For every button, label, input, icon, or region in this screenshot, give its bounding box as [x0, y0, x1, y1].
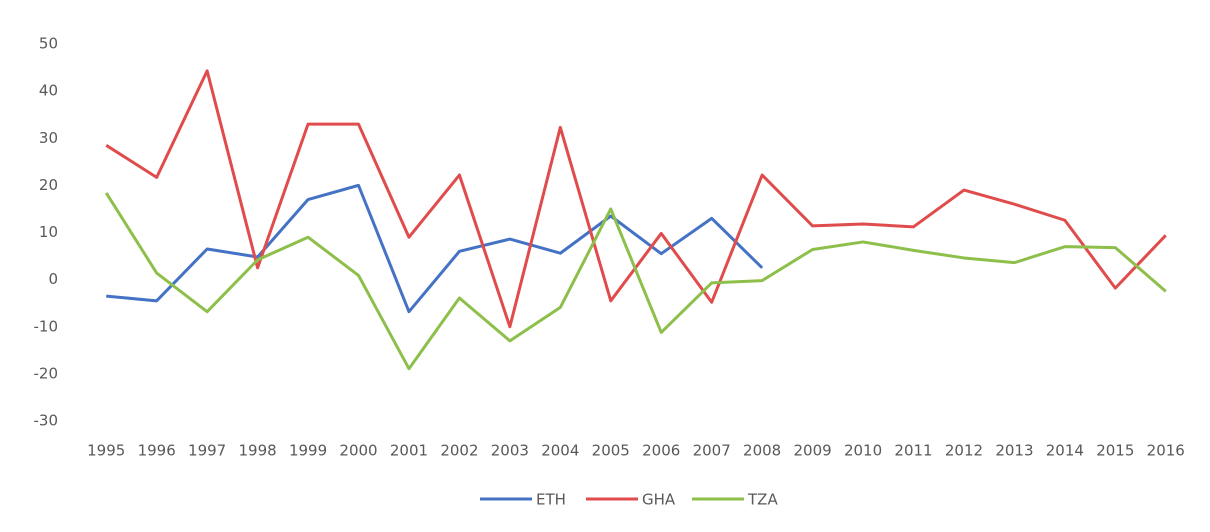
legend-label: ETH: [536, 491, 566, 509]
y-tick-label: 10: [39, 223, 58, 241]
y-tick-label: 30: [39, 129, 58, 147]
y-tick-label: -10: [34, 317, 59, 335]
x-tick-label: 1999: [289, 442, 327, 460]
x-tick-label: 2014: [1046, 442, 1084, 460]
legend-label: TZA: [747, 491, 778, 509]
legend-label: GHA: [642, 491, 676, 509]
series-line: [106, 183, 764, 314]
y-tick-label: -20: [34, 364, 59, 382]
x-tick-label: 2009: [793, 442, 831, 460]
x-tick-label: 2002: [440, 442, 478, 460]
x-tick-label: 2015: [1096, 442, 1134, 460]
x-tick-label: 2010: [844, 442, 882, 460]
x-tick-label: 1997: [188, 442, 226, 460]
x-tick-label: 1996: [138, 442, 176, 460]
x-tick-label: 2013: [995, 442, 1033, 460]
x-tick-label: 1998: [238, 442, 276, 460]
series-line: [104, 192, 1167, 371]
y-tick-label: 50: [39, 35, 58, 53]
x-tick-label: 2011: [894, 442, 932, 460]
x-tick-label: 2006: [642, 442, 680, 460]
x-tick-label: 2016: [1147, 442, 1185, 460]
y-tick-label: 0: [48, 270, 58, 288]
x-tick-label: 2007: [693, 442, 731, 460]
y-tick-label: -30: [34, 412, 59, 430]
x-tick-label: 2000: [339, 442, 377, 460]
x-tick-label: 2005: [592, 442, 630, 460]
y-tick-label: 20: [39, 176, 58, 194]
x-tick-label: 2003: [491, 442, 529, 460]
x-tick-label: 2001: [390, 442, 428, 460]
series-line: [105, 69, 1167, 329]
x-tick-label: 2008: [743, 442, 781, 460]
x-tick-label: 1995: [87, 442, 125, 460]
y-tick-label: 40: [39, 82, 58, 100]
x-tick-label: 2004: [541, 442, 579, 460]
x-tick-label: 2012: [945, 442, 983, 460]
